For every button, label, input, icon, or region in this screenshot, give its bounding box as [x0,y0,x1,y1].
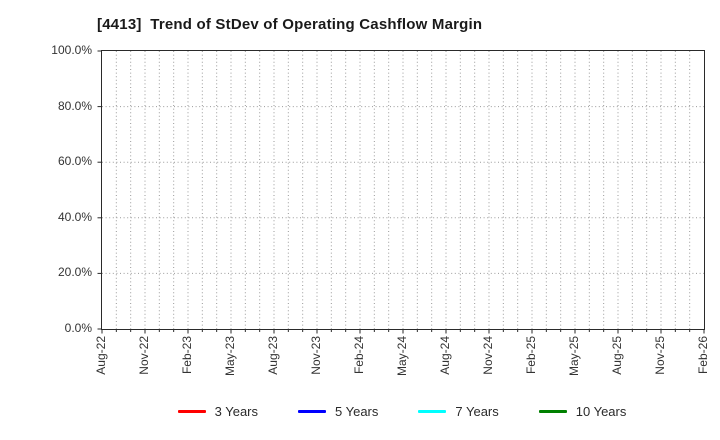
x-tick-label: Nov-23 [308,336,323,375]
legend-label-5-years: 5 Years [335,404,379,419]
x-tick-label: Aug-22 [93,336,108,375]
legend-label-3-years: 3 Years [214,404,258,419]
x-tick-label: May-25 [566,336,581,377]
x-tick-label: May-24 [394,336,409,377]
legend-item-3-years: 3 Years [177,404,258,419]
x-tick-label: Feb-25 [523,336,538,375]
legend: 3 Years 5 Years 7 Years 10 Years [101,404,703,419]
legend-line-10-years-icon [538,410,567,413]
legend-item-10-years: 10 Years [538,404,627,419]
legend-line-3-years-icon [177,410,206,413]
y-tick-label: 80.0% [57,98,92,113]
y-tick-label: 20.0% [57,265,92,280]
legend-line-5-years-icon [298,410,326,413]
legend-item-7-years: 7 Years [418,404,499,419]
plot-area [97,50,705,334]
legend-line-7-years-icon [418,410,447,413]
x-tick-label: May-23 [222,336,237,377]
x-tick-label: Feb-26 [695,336,710,375]
x-tick-label: Aug-24 [437,336,452,375]
chart-title: [4413] Trend of StDev of Operating Cashf… [97,16,483,33]
y-tick-label: 0.0% [64,321,92,335]
x-tick-label: Nov-24 [480,336,495,375]
y-tick-label: 100.0% [51,43,92,57]
legend-label-7-years: 7 Years [455,404,499,419]
x-tick-label: Feb-23 [179,336,194,375]
x-tick-label: Feb-24 [351,336,366,375]
x-tick-label: Nov-25 [652,336,667,375]
y-tick-label: 40.0% [57,209,92,224]
legend-item-5-years: 5 Years [298,404,378,419]
grid-lines [97,50,705,334]
x-tick-label: Aug-23 [265,336,280,375]
x-tick-label: Aug-25 [609,336,624,375]
legend-label-10-years: 10 Years [575,404,627,419]
y-tick-label: 60.0% [57,154,92,169]
x-tick-label: Nov-22 [136,336,151,375]
